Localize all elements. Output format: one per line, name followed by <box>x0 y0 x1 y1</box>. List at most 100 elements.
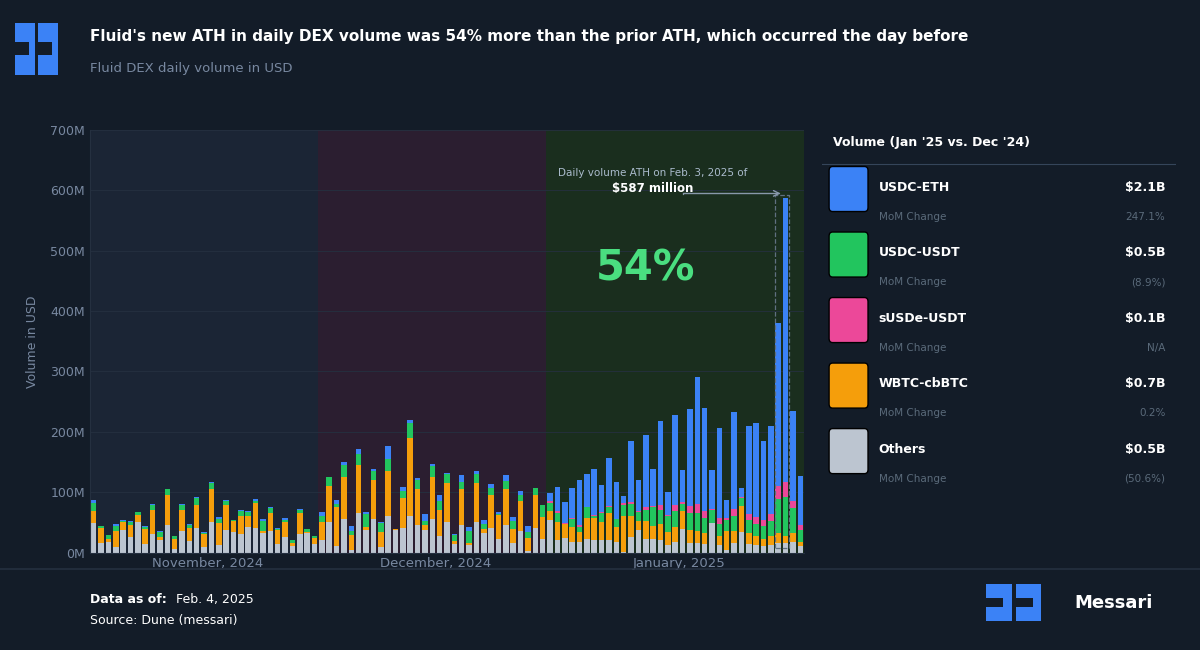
Bar <box>444 474 450 483</box>
Bar <box>298 534 302 552</box>
Bar <box>620 496 626 503</box>
Bar <box>562 523 568 524</box>
Bar <box>599 514 605 523</box>
Text: $0.5B: $0.5B <box>1124 246 1165 259</box>
Text: WBTC-cbBTC: WBTC-cbBTC <box>878 378 968 391</box>
Bar <box>739 488 744 497</box>
Bar <box>746 520 751 533</box>
Bar <box>503 481 509 489</box>
Bar <box>430 466 436 477</box>
Bar <box>672 541 678 552</box>
Bar <box>164 489 170 495</box>
Bar <box>754 545 758 552</box>
Bar <box>348 536 354 550</box>
Bar <box>695 514 700 532</box>
Bar <box>510 521 516 528</box>
Bar <box>768 536 774 545</box>
Text: Feb. 4, 2025: Feb. 4, 2025 <box>172 593 253 606</box>
Bar <box>326 477 332 486</box>
Bar <box>533 528 538 552</box>
Text: (8.9%): (8.9%) <box>1130 277 1165 287</box>
Bar <box>150 510 155 534</box>
Bar <box>451 544 457 552</box>
Bar <box>113 531 119 547</box>
Bar <box>289 540 295 543</box>
Bar <box>613 526 619 541</box>
Bar <box>458 525 464 552</box>
Bar <box>253 528 258 552</box>
Text: MoM Change: MoM Change <box>878 277 946 287</box>
Bar <box>246 516 251 527</box>
Bar <box>91 500 96 502</box>
Bar <box>216 545 222 552</box>
Bar <box>275 530 281 543</box>
Bar <box>584 507 589 518</box>
Bar <box>510 517 516 521</box>
FancyBboxPatch shape <box>829 166 868 211</box>
Bar <box>746 533 751 544</box>
Bar <box>437 495 443 501</box>
Bar <box>724 521 730 531</box>
Bar <box>437 510 443 536</box>
Bar <box>775 323 781 486</box>
Bar <box>150 504 155 506</box>
Bar <box>202 547 206 552</box>
Bar <box>341 462 347 465</box>
Bar <box>547 493 553 500</box>
Bar <box>209 489 215 523</box>
Bar <box>562 524 568 538</box>
Text: $2.1B: $2.1B <box>1124 181 1165 194</box>
Bar <box>378 547 384 552</box>
Text: $0.5B: $0.5B <box>1124 443 1165 456</box>
Bar <box>620 504 626 515</box>
Bar <box>518 532 523 552</box>
Bar <box>275 529 281 530</box>
Bar <box>599 523 605 540</box>
Bar <box>584 474 589 507</box>
Bar <box>775 532 781 543</box>
Bar <box>230 520 236 521</box>
Bar <box>106 542 112 552</box>
Bar <box>731 532 737 543</box>
Bar <box>496 515 502 540</box>
Bar <box>790 501 796 508</box>
Bar <box>319 512 325 516</box>
Bar <box>202 534 206 547</box>
Bar <box>113 526 119 531</box>
Text: USDC-USDT: USDC-USDT <box>878 246 960 259</box>
Bar <box>592 516 596 518</box>
Bar <box>341 477 347 519</box>
Bar <box>143 529 148 544</box>
Bar <box>592 518 596 540</box>
Bar <box>415 525 420 552</box>
Bar <box>768 545 774 552</box>
Bar <box>136 512 140 515</box>
Text: 54%: 54% <box>596 248 696 290</box>
Bar <box>709 510 715 523</box>
Polygon shape <box>16 23 35 75</box>
Bar <box>268 508 274 514</box>
Bar <box>569 519 575 526</box>
Bar <box>768 514 774 521</box>
Bar <box>179 532 185 552</box>
Bar <box>636 530 641 552</box>
Bar <box>731 516 737 532</box>
Bar <box>782 497 788 536</box>
Bar <box>430 519 436 552</box>
Bar <box>318 130 546 552</box>
Bar <box>702 533 707 544</box>
Bar <box>408 422 413 438</box>
Bar <box>613 482 619 519</box>
Bar <box>415 489 420 525</box>
Bar <box>289 546 295 552</box>
Text: Messari: Messari <box>1074 594 1152 612</box>
Bar <box>672 512 678 526</box>
Bar <box>408 420 413 423</box>
Text: 247.1%: 247.1% <box>1126 211 1165 222</box>
Bar <box>488 495 494 528</box>
Bar <box>599 540 605 552</box>
Bar <box>91 502 96 512</box>
Bar <box>688 530 692 543</box>
Bar <box>688 514 692 530</box>
Bar <box>422 514 427 521</box>
